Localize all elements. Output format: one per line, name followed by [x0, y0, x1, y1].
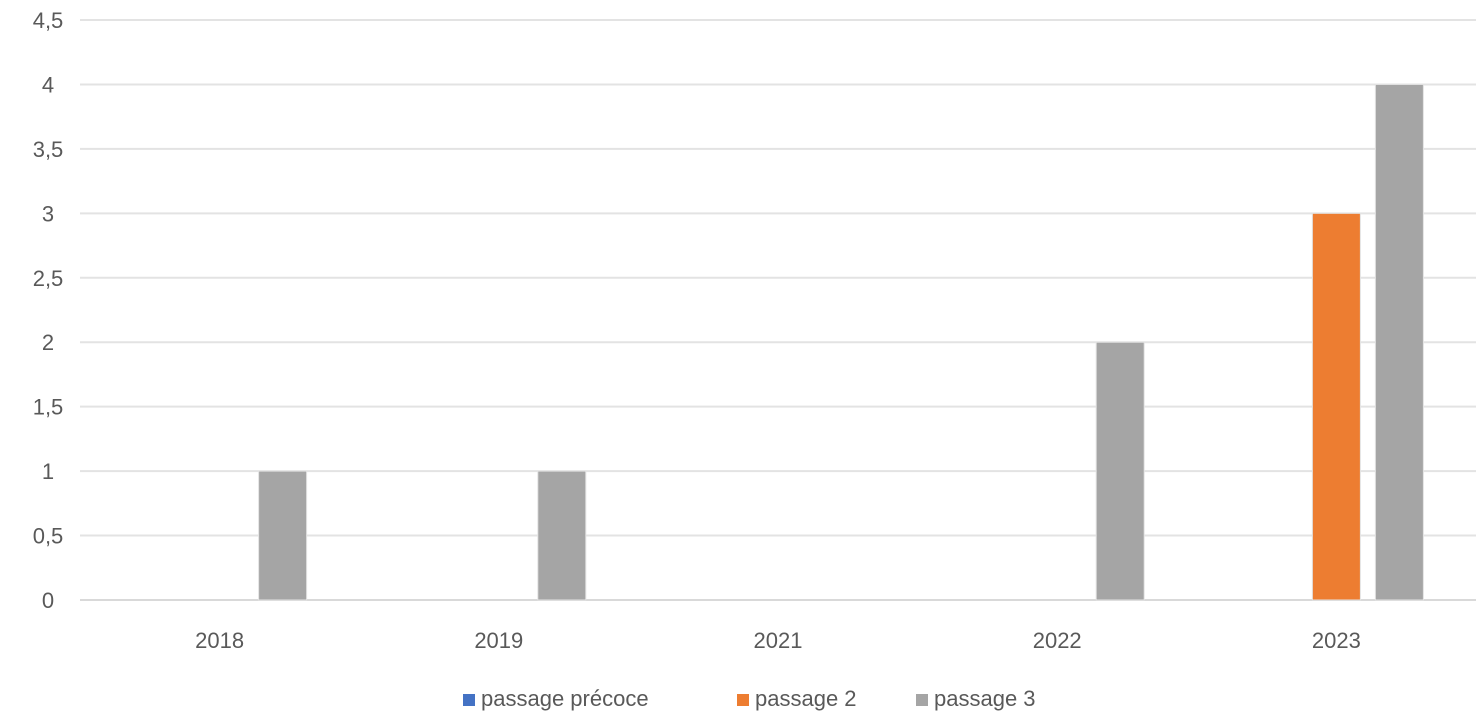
bars: [258, 83, 1424, 601]
legend-label: passage 2: [755, 686, 857, 711]
y-tick-label: 4,5: [33, 8, 64, 33]
x-tick-label: 2022: [1033, 628, 1082, 653]
y-tick-label: 2,5: [33, 266, 64, 291]
bar: [1311, 212, 1361, 601]
y-tick-label: 0,5: [33, 524, 64, 549]
x-tick-label: 2023: [1312, 628, 1361, 653]
legend: passage précoce passage 2 passage 3: [463, 686, 1036, 711]
legend-swatch: [463, 694, 475, 706]
legend-swatch: [737, 694, 749, 706]
axis-labels: 0 0,5 1 1,5 2 2,5 3 3,5 4 4,5 2018 2019 2021 2022 2023: [33, 8, 1361, 653]
y-tick-label: 0: [42, 588, 54, 613]
x-tick-label: 2018: [195, 628, 244, 653]
bar: [258, 470, 308, 601]
legend-label: passage 3: [934, 686, 1036, 711]
legend-label: passage précoce: [481, 686, 649, 711]
y-tick-label: 3: [42, 201, 54, 226]
bar: [1095, 341, 1145, 601]
x-tick-label: 2019: [474, 628, 523, 653]
legend-swatch: [916, 694, 928, 706]
y-tick-label: 1: [42, 459, 54, 484]
gridlines: [80, 19, 1476, 601]
bar: [1374, 83, 1424, 601]
y-tick-label: 1,5: [33, 395, 64, 420]
y-tick-label: 3,5: [33, 137, 64, 162]
bar: [537, 470, 587, 601]
y-tick-label: 2: [42, 330, 54, 355]
x-tick-label: 2021: [754, 628, 803, 653]
y-tick-label: 4: [42, 72, 54, 97]
